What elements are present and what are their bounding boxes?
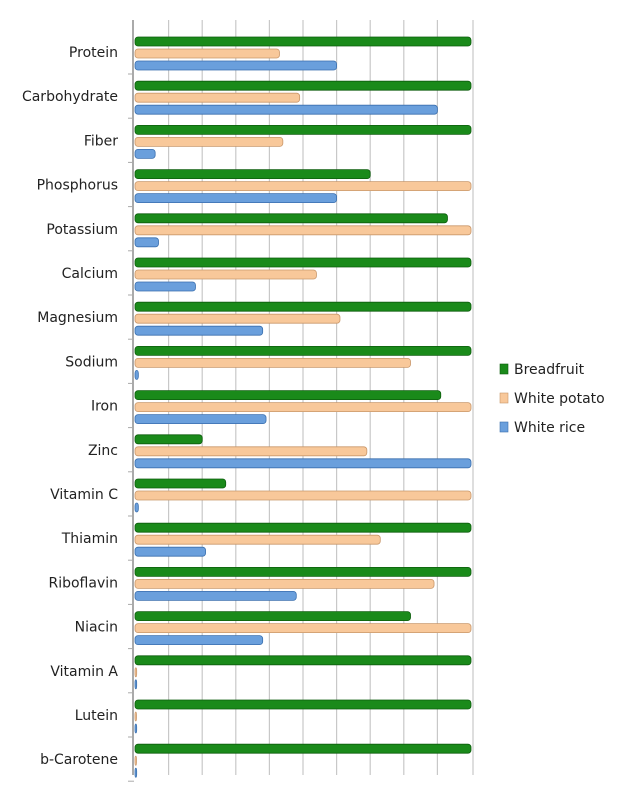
bar-white-rice <box>134 281 196 292</box>
bar-breadfruit <box>134 390 442 401</box>
bar-white-rice <box>134 546 206 557</box>
bar-breadfruit <box>134 611 411 621</box>
bar-white-potato <box>134 402 472 413</box>
bar-white-potato <box>134 313 341 324</box>
bar-breadfruit <box>134 301 472 312</box>
bar-white-rice <box>134 148 156 159</box>
category-label: Magnesium <box>37 310 118 326</box>
bar-white-rice <box>134 591 297 601</box>
bar-breadfruit <box>134 125 472 135</box>
bar-white-rice <box>134 104 438 115</box>
bar-white-rice <box>134 723 138 734</box>
bar-breadfruit <box>134 80 472 91</box>
category-label: Carbohydrate <box>22 89 118 105</box>
bar-white-rice <box>134 325 264 336</box>
bar-white-rice <box>134 60 338 71</box>
bar-white-potato <box>134 579 435 589</box>
bar-white-rice <box>134 502 139 513</box>
bar-breadfruit <box>134 567 472 577</box>
bar-breadfruit <box>134 345 472 356</box>
bar-white-potato <box>134 357 411 368</box>
bar-breadfruit <box>134 169 371 180</box>
category-label: Niacin <box>75 620 118 636</box>
bar-breadfruit <box>134 478 227 489</box>
bar-white-potato <box>134 48 280 59</box>
category-label: Sodium <box>65 354 118 370</box>
bar-white-rice <box>134 679 138 690</box>
legend-label: White rice <box>514 420 585 436</box>
bar-white-potato <box>134 92 301 103</box>
bar-white-potato <box>134 269 317 280</box>
bar-white-potato <box>134 181 472 192</box>
bar-white-rice <box>134 767 138 778</box>
bar-breadfruit <box>134 434 203 445</box>
bar-white-rice <box>134 193 338 204</box>
category-label: Calcium <box>62 266 118 282</box>
bar-white-rice <box>134 237 159 248</box>
bar-white-potato <box>134 225 472 236</box>
category-label: Iron <box>91 399 118 415</box>
bar-breadfruit <box>134 522 472 533</box>
bar-white-rice <box>134 458 472 469</box>
bar-breadfruit <box>134 213 448 224</box>
category-label: Potassium <box>46 222 118 238</box>
legend-label: Breadfruit <box>514 362 585 378</box>
bar-white-potato <box>134 711 137 722</box>
bar-breadfruit <box>134 699 472 710</box>
bar-white-potato <box>134 534 381 545</box>
category-label: Thiamin <box>61 531 118 547</box>
category-label: Riboflavin <box>48 575 118 591</box>
category-label: Zinc <box>88 443 118 459</box>
bar-breadfruit <box>134 257 472 268</box>
bar-breadfruit <box>134 655 472 666</box>
bar-white-potato <box>134 667 138 678</box>
legend-swatch <box>499 392 509 404</box>
bar-white-potato <box>134 446 368 457</box>
bar-white-potato <box>134 623 472 633</box>
category-label: b-Carotene <box>40 752 118 768</box>
legend-label: White potato <box>514 391 605 407</box>
legend-swatch <box>499 363 509 375</box>
category-label: Protein <box>69 45 118 61</box>
bar-white-potato <box>134 136 284 147</box>
bar-white-rice <box>134 414 267 425</box>
legend-swatch <box>499 421 509 433</box>
bar-white-rice <box>134 635 264 645</box>
category-label: Lutein <box>75 708 118 724</box>
category-label: Vitamin A <box>50 664 118 680</box>
bar-breadfruit <box>134 743 472 754</box>
bar-white-rice <box>134 369 139 380</box>
category-label: Vitamin C <box>50 487 118 503</box>
bar-white-potato <box>134 755 137 766</box>
bar-white-potato <box>134 490 472 501</box>
bar-breadfruit <box>134 36 472 47</box>
category-label: Phosphorus <box>37 178 118 194</box>
category-label: Fiber <box>84 133 118 149</box>
